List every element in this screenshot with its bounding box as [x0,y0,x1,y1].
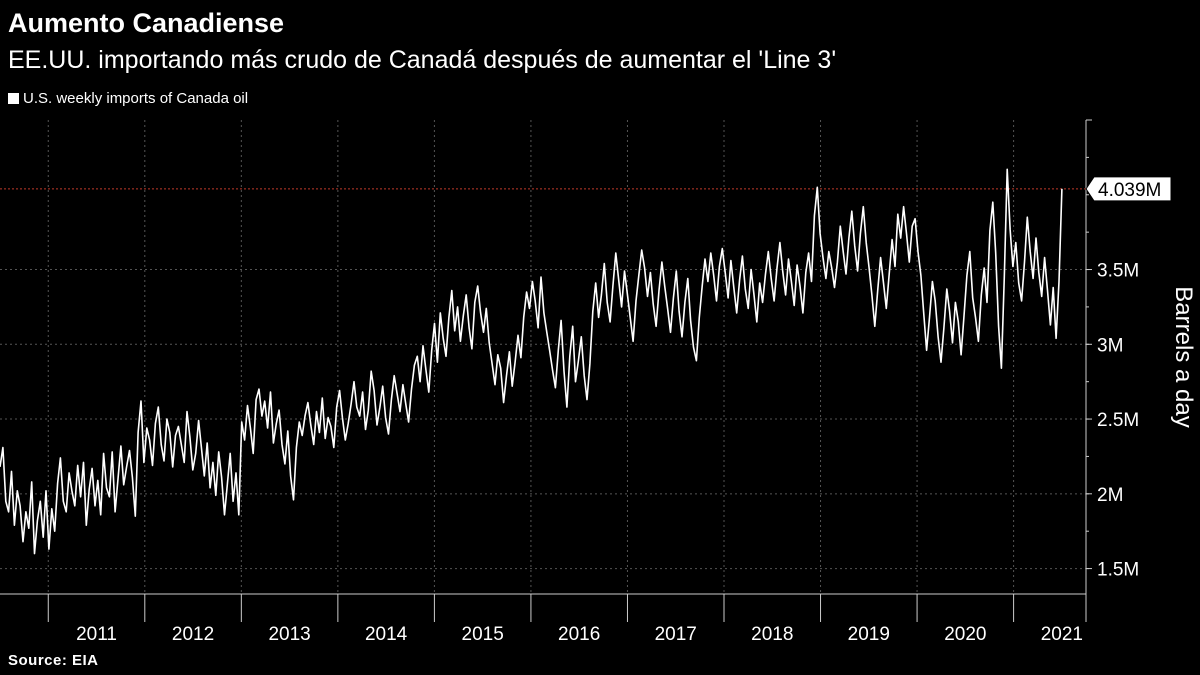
x-tick-label: 2018 [751,624,793,645]
y-axis-label: Barrels a day [1170,286,1197,427]
x-tick-label: 2013 [268,624,310,645]
chart-title: Aumento Canadiense [8,8,285,38]
value-callout-label: 4.039M [1098,180,1161,201]
x-tick-label: 2021 [1041,624,1083,645]
y-tick-label: 3.5M [1097,261,1139,282]
chart-subtitle: EE.UU. importando más crudo de Canadá de… [8,46,837,74]
x-tick-label: 2020 [944,624,986,645]
y-axis: 1.5M 2M 2.5M 3M 3.5M [1085,119,1139,594]
series-line-canada-imports [0,168,1063,555]
gridlines [0,120,1086,594]
x-tick-label: 2012 [172,624,214,645]
x-tick-label: 2014 [365,624,408,645]
x-tick-label: 2011 [76,624,117,645]
y-tick-label: 3M [1097,335,1123,356]
x-tick-label: 2015 [462,624,504,645]
y-tick-label: 1.5M [1097,560,1139,581]
legend-swatch [8,93,19,104]
legend-label: U.S. weekly imports of Canada oil [23,90,249,107]
x-tick-label: 2017 [655,624,697,645]
y-tick-label: 2.5M [1097,410,1139,431]
reference-line-group: 4.039M [0,176,1172,202]
source-note: Source: EIA [8,652,99,669]
x-tick-label: 2019 [848,624,890,645]
series-group [0,168,1063,555]
legend: U.S. weekly imports of Canada oil [8,90,248,107]
x-tick-label: 2016 [558,624,600,645]
value-callout [1085,176,1172,202]
x-axis: 2011 2012 2013 2014 2015 2016 2017 2018 2019 2020… [0,593,1087,645]
y-tick-label: 2M [1097,485,1123,506]
